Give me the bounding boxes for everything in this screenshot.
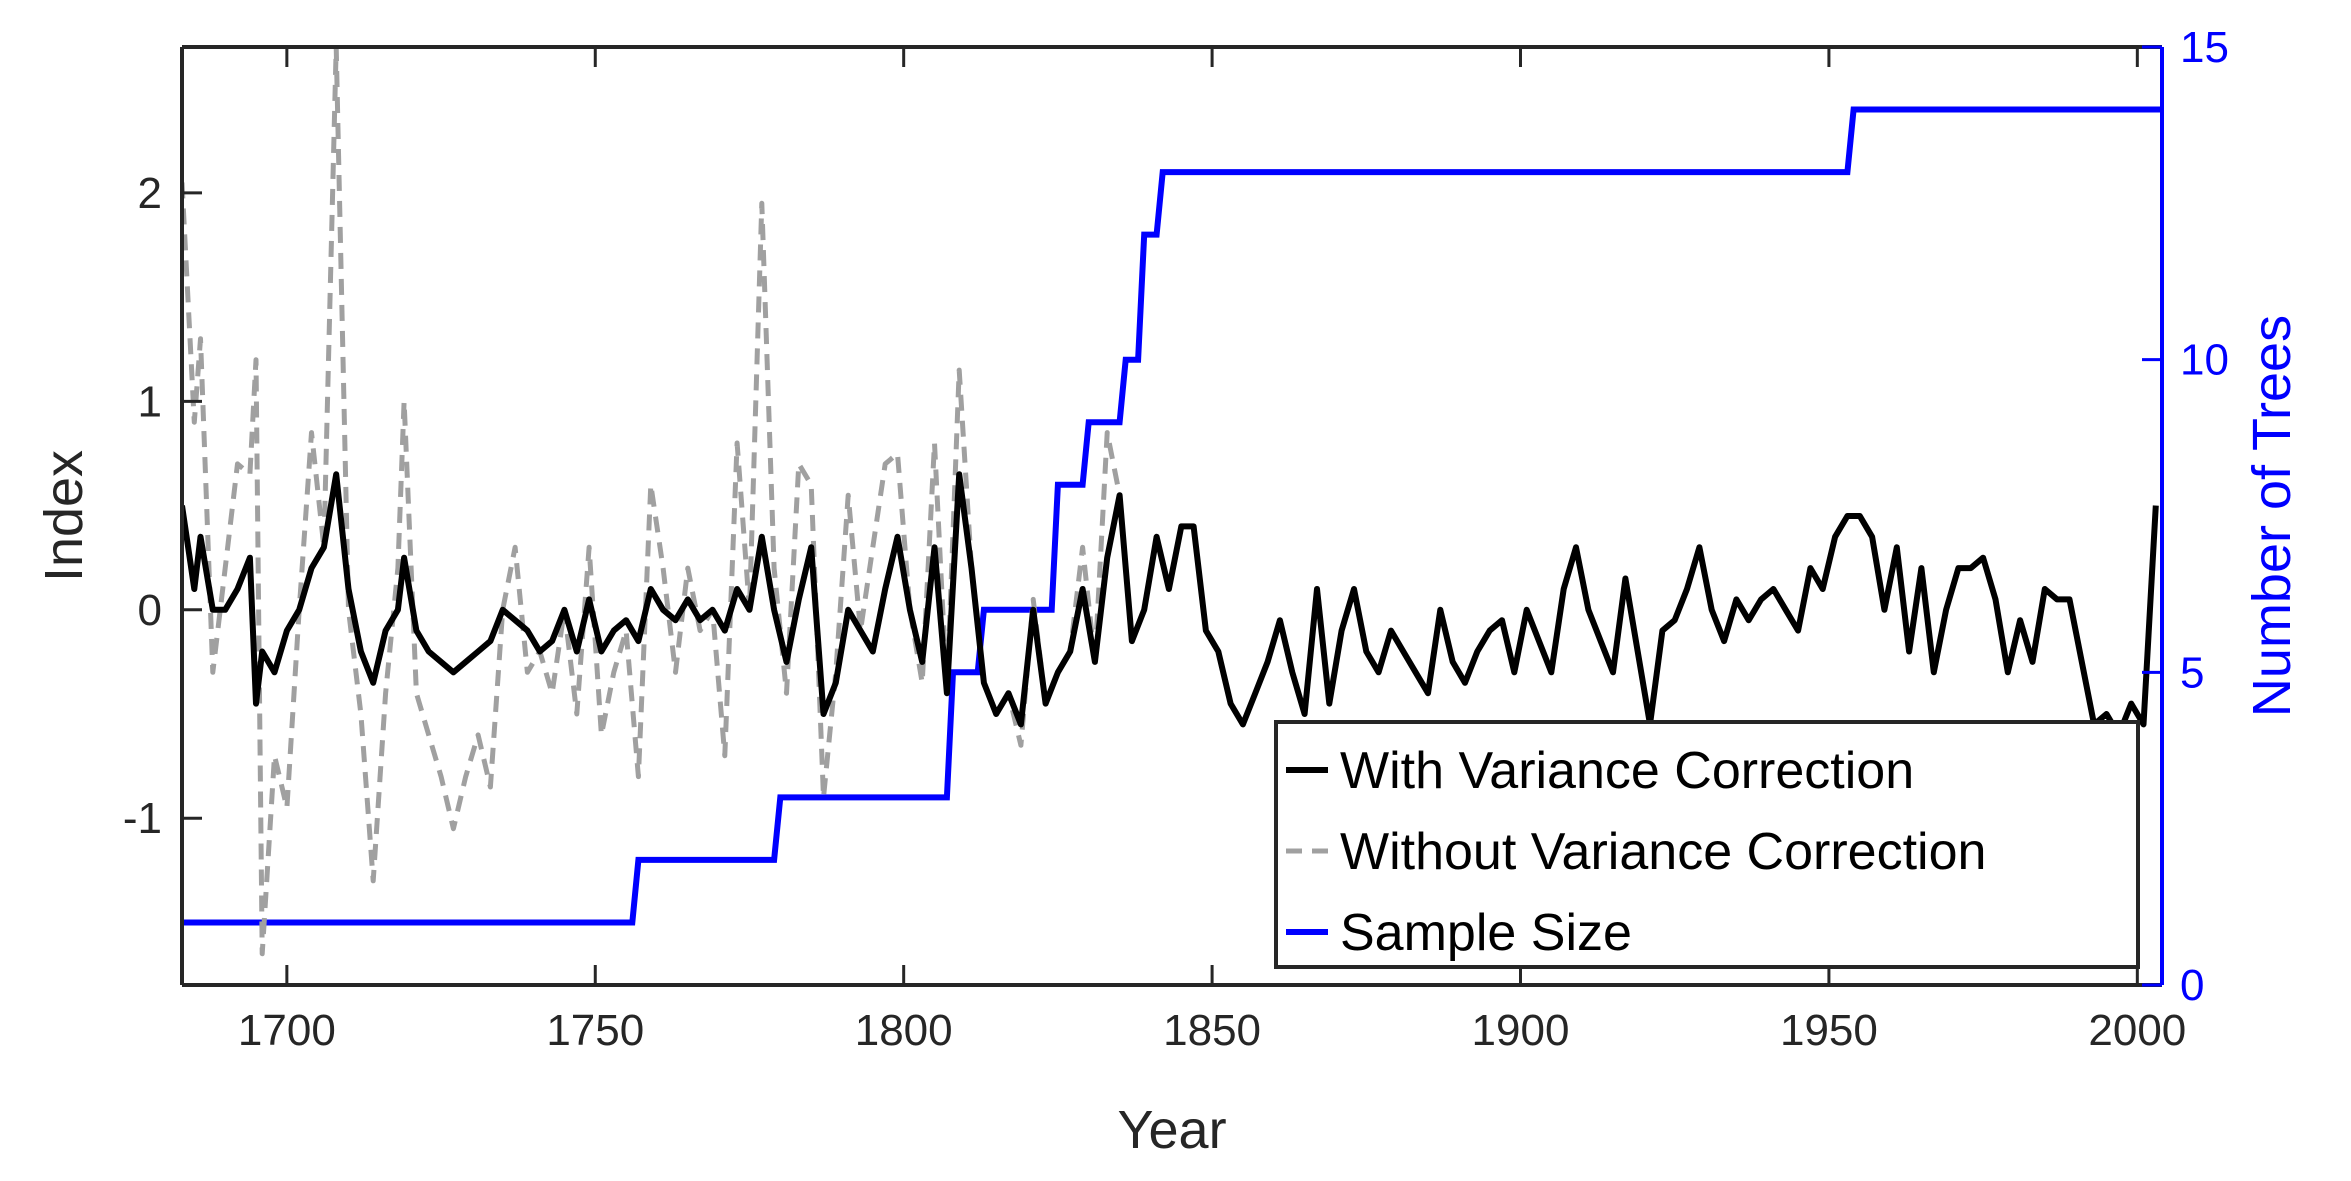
x-tick-label: 1950 [1780,1006,1878,1055]
y2-tick-label: 0 [2180,961,2204,1010]
y-tick-label: 1 [138,377,162,426]
series-line-with-variance-correction [182,471,2159,738]
y-tick-label: 0 [138,586,162,635]
x-tick-label: 1850 [1163,1006,1261,1055]
x-tick-label: 2000 [2088,1006,2186,1055]
legend-label-sample-size: Sample Size [1340,904,1632,962]
x-tick-label: 1750 [546,1006,644,1055]
y2-axis-title: Number of Trees [2242,315,2302,717]
y-tick-label: -1 [123,794,162,843]
series-line-sample-size [182,106,2162,926]
legend-label-with-correction: With Variance Correction [1340,742,1914,800]
y-axis-title: Index [34,450,94,582]
y-tick-label: 2 [138,169,162,218]
legend-box [1274,720,2140,969]
x-tick-label: 1800 [855,1006,953,1055]
y2-tick-label: 15 [2180,23,2229,72]
legend: With Variance Correction Without Varianc… [1274,720,2140,969]
axes-layer: 1700 1750 1800 1850 1900 1950 2000 -1 0 1 2 0 5 10 15 [123,23,2229,1055]
y2-tick-label: 5 [2180,648,2204,697]
x-axis-title: Year [1117,1100,1226,1160]
x-tick-label: 1900 [1472,1006,1570,1055]
series-group [182,47,2162,957]
y2-tick-label: 10 [2180,336,2229,385]
legend-label-without-correction: Without Variance Correction [1340,823,1986,881]
series-layer [182,47,2162,957]
x-tick-label: 1700 [238,1006,336,1055]
